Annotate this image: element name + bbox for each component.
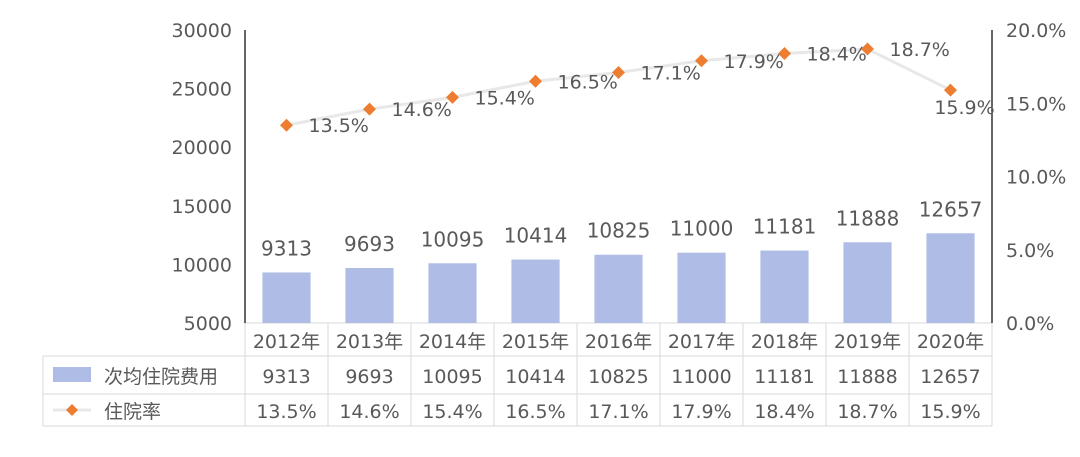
bar	[511, 259, 560, 323]
table-bar-value: 11000	[671, 366, 731, 388]
table-rate-value: 17.1%	[588, 401, 648, 423]
bar-value-label: 10414	[504, 224, 568, 248]
right-tick-label: 15.0%	[1006, 93, 1066, 115]
bar-value-label: 10095	[421, 227, 485, 251]
rate-value-label: 15.9%	[934, 97, 994, 119]
table-rate-value: 18.4%	[754, 401, 814, 423]
category-label: 2020年	[917, 331, 984, 353]
rate-value-label: 14.6%	[392, 99, 452, 121]
table-bar-value: 10095	[422, 366, 482, 388]
table-rate-value: 18.7%	[837, 401, 897, 423]
table-bar-value: 9313	[262, 366, 310, 388]
rate-marker	[695, 54, 708, 68]
bar-value-label: 9313	[261, 236, 312, 260]
bar-value-label: 11181	[753, 215, 817, 239]
rate-marker	[363, 102, 376, 116]
rate-marker	[612, 65, 625, 79]
rate-marker	[280, 118, 293, 132]
category-label: 2017年	[668, 331, 735, 353]
category-label: 2015年	[502, 331, 569, 353]
category-label: 2019年	[834, 331, 901, 353]
rate-value-label: 17.9%	[724, 51, 784, 73]
bar	[262, 272, 311, 323]
rate-marker	[446, 90, 459, 104]
data-table-grid	[42, 322, 993, 427]
left-tick-label: 15000	[172, 196, 232, 218]
right-tick-label: 10.0%	[1006, 167, 1066, 189]
legend-bar-label: 次均住院费用	[104, 366, 218, 388]
rate-marker	[861, 42, 874, 56]
bar-data-labels: 9313 9693 10095 10414 10825 11000 11181 11888 12…	[261, 197, 982, 260]
table-bar-value: 9693	[345, 366, 393, 388]
bar	[760, 250, 809, 323]
left-tick-label: 5000	[184, 313, 232, 335]
table-rate-value: 14.6%	[339, 401, 399, 423]
bar-value-label: 11888	[836, 206, 900, 230]
table-rate-value: 15.9%	[920, 401, 980, 423]
table-bar-value: 10825	[588, 366, 648, 388]
rate-value-label: 18.7%	[890, 39, 950, 61]
table-bar-value: 10414	[505, 366, 565, 388]
bar	[843, 242, 892, 323]
table-rate-value: 15.4%	[422, 401, 482, 423]
axes	[244, 30, 993, 323]
right-tick-label: 0.0%	[1006, 313, 1054, 335]
bar-series	[262, 233, 975, 323]
left-tick-label: 20000	[172, 137, 232, 159]
table-bar-value: 12657	[920, 366, 980, 388]
legend-bar-key	[53, 367, 91, 382]
line-data-labels: 13.5% 14.6% 15.4% 16.5% 17.1% 17.9% 18.4% 18.7%…	[309, 39, 995, 137]
category-label: 2018年	[751, 331, 818, 353]
category-label: 2012年	[253, 331, 320, 353]
bar-value-label: 11000	[670, 217, 734, 241]
rate-value-label: 17.1%	[641, 62, 701, 84]
rate-value-label: 16.5%	[558, 71, 618, 93]
bar	[594, 254, 643, 323]
right-tick-label: 20.0%	[1006, 20, 1066, 42]
rate-marker	[944, 83, 957, 97]
left-tick-label: 30000	[172, 20, 232, 42]
rate-value-label: 15.4%	[475, 87, 535, 109]
left-axis-ticks: 5000 10000 15000 20000 25000 30000	[172, 20, 232, 335]
left-tick-label: 25000	[172, 79, 232, 101]
bar-value-label: 10825	[587, 219, 651, 243]
legend-line-label: 住院率	[104, 401, 161, 423]
right-tick-label: 5.0%	[1006, 240, 1054, 262]
bar	[926, 233, 975, 323]
line-series	[280, 42, 957, 132]
rate-marker	[529, 74, 542, 88]
right-axis-ticks: 0.0% 5.0% 10.0% 15.0% 20.0%	[1006, 20, 1066, 335]
table-bar-value: 11181	[754, 366, 814, 388]
bar	[428, 263, 477, 323]
table-bar-value: 11888	[837, 366, 897, 388]
bar-value-label: 9693	[344, 232, 395, 256]
table-rate-value: 13.5%	[256, 401, 316, 423]
category-label: 2014年	[419, 331, 486, 353]
left-tick-label: 10000	[172, 254, 232, 276]
bar	[677, 252, 726, 323]
legend-marker-key	[66, 404, 78, 416]
table-rate-value: 17.9%	[671, 401, 731, 423]
category-label: 2016年	[585, 331, 652, 353]
data-table: 2012年 9313 13.5% 2013年 9693 14.6% 2014年 10095 15…	[53, 331, 984, 423]
rate-value-label: 18.4%	[807, 43, 867, 65]
bar-value-label: 12657	[919, 197, 983, 221]
rate-value-label: 13.5%	[309, 115, 369, 137]
table-rate-value: 16.5%	[505, 401, 565, 423]
category-label: 2013年	[336, 331, 403, 353]
rate-marker	[778, 46, 791, 60]
bar	[345, 267, 394, 323]
